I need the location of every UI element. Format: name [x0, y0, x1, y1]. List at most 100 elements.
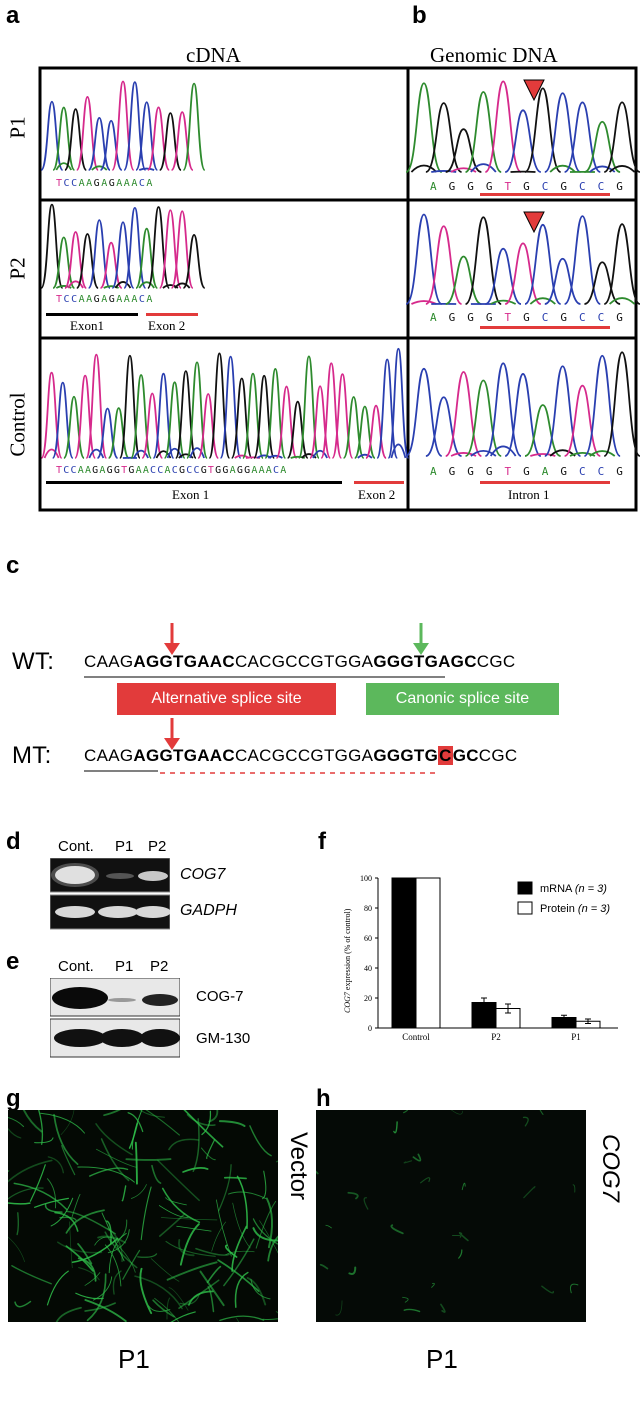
band-cog-7-p2 — [142, 994, 178, 1006]
wt-seq-part4: GGGTGAGC — [373, 652, 477, 671]
exon2-label: Exon 2 — [148, 318, 186, 333]
mutation-marker-p1 — [523, 79, 545, 102]
chromatogram-grid — [38, 66, 640, 512]
y-tick-label: 80 — [364, 904, 372, 913]
panel-letter-e: e — [6, 948, 20, 975]
mt-seq-part6: GC — [452, 746, 479, 765]
gel-d-lane-p2: P2 — [148, 838, 167, 855]
legend-label-protein: Protein (n = 3) — [540, 903, 610, 915]
panel-h-p1-label: P1 — [426, 1344, 458, 1374]
wt-sequence: CAAGAGGTGAACCACGCCGTGGAGGGTGAGCCGC — [84, 652, 515, 672]
panel-g-p1-label: P1 — [118, 1344, 150, 1374]
mt-label: MT: — [12, 742, 52, 769]
cog7-label: COG7 — [597, 1134, 624, 1203]
legend-label-mrna: mRNA (n = 3) — [540, 883, 607, 895]
band-gm-130-p1 — [100, 1029, 144, 1047]
mt-sequence: CAAGAGGTGAACCACGCCGTGGAGGGTGCGCCGC — [84, 746, 517, 766]
alt-site-arrow — [164, 643, 180, 655]
gel-d-lane-p1: P1 — [115, 838, 134, 855]
exon1-control-label: Exon 1 — [172, 487, 210, 502]
wt-label: WT: — [12, 648, 55, 675]
panel-letter-f: f — [318, 828, 326, 855]
x-tick-label-p1: P1 — [571, 1032, 581, 1042]
band-cog-7-cont — [52, 987, 108, 1009]
cog7-expression-chart: 0 20 40 60 80 100 Control P2 P1 COG7 expression (… — [343, 874, 618, 1042]
blot-e-protein-gm-130: GM-130 — [196, 1030, 251, 1047]
y-axis-label: COG7 expression (% of control) — [343, 908, 352, 1013]
bar-protein-control — [415, 877, 441, 1029]
y-tick-label: 20 — [364, 994, 372, 1003]
exon2-ctrl-bar — [354, 481, 404, 484]
mt-seq-part1: CAAG — [84, 746, 134, 765]
intron-bar-p1 — [480, 193, 610, 196]
y-tick-label: 60 — [364, 934, 372, 943]
alternative-splice-site-box: Alternative splice site — [117, 683, 336, 715]
bar-mrna-control — [391, 877, 417, 1029]
gel-d-lane-cont: Cont. — [58, 838, 94, 855]
exon1-ctrl-bar — [46, 481, 342, 484]
band-gadph-p2 — [135, 906, 170, 918]
micrograph-vector — [8, 1110, 278, 1322]
legend-swatch-mrna — [517, 881, 533, 895]
panel-letter-c: c — [6, 552, 20, 579]
exon2-control-label: Exon 2 — [358, 487, 396, 502]
panel-letter-h: h — [316, 1085, 331, 1112]
canon-site-arrow — [413, 643, 429, 655]
genomic-title: Genomic DNA — [430, 43, 558, 67]
band-gadph-cont — [55, 906, 95, 918]
blot-e-protein-cog-7: COG-7 — [196, 988, 244, 1005]
exon2-bar — [146, 313, 198, 316]
cdna-p1-sequence: TCCAAGAGAAACA — [56, 178, 154, 189]
intron1-label: Intron 1 — [508, 487, 550, 502]
intron-bar-ctrl — [480, 481, 610, 484]
panel-letter-a: a — [6, 2, 20, 29]
band-gm-130-cont — [54, 1029, 106, 1047]
legend-swatch-protein — [517, 901, 533, 915]
intron-bar-p2 — [480, 326, 610, 329]
y-tick-label: 100 — [360, 874, 372, 883]
cdna-p2-sequence: TCCAAGAGAAACA — [56, 294, 154, 305]
gel-d-gene-gadph: GADPH — [180, 902, 237, 919]
rt-pcr-gel — [50, 858, 170, 930]
band-cog-7-p1 — [108, 998, 136, 1002]
exon-bars — [46, 193, 610, 484]
panel-letter-d: d — [6, 828, 21, 855]
band-cog7-p1 — [106, 873, 134, 879]
band-gm-130-p2 — [140, 1029, 180, 1047]
blot-e-lane-p1: P1 — [115, 958, 134, 975]
canonic-splice-site-box: Canonic splice site — [366, 683, 559, 715]
mt-seq-part2: AGGTGAAC — [133, 746, 235, 765]
genomic-control-sequence: AGGGTGAGCCG — [430, 465, 635, 478]
wt-seq-part3: CACGCCGTGGA — [234, 652, 374, 671]
cdna-control-sequence: TCCAAGAGGTGAACCACGCCGTGGAGGAAACA — [56, 465, 288, 476]
mt-alt-site-arrow — [164, 738, 180, 750]
cdna-title: cDNA — [186, 43, 241, 67]
mt-seq-part7: CGC — [478, 746, 518, 765]
wt-seq-part2: AGGTGAAC — [133, 652, 235, 671]
mt-seq-part4: GGGTG — [373, 746, 439, 765]
y-tick-label: 0 — [368, 1024, 372, 1033]
panel-frames — [38, 66, 638, 512]
western-blot — [50, 978, 180, 1058]
band-cog7-p2 — [138, 871, 168, 881]
panel-letter-b: b — [412, 2, 427, 29]
blot-e-lane-p2: P2 — [150, 958, 169, 975]
mt-seq-part3: CACGCCGTGGA — [234, 746, 374, 765]
micrograph-cog7 — [316, 1110, 586, 1322]
blot-e-lane-cont: Cont. — [58, 958, 94, 975]
panel-letter-g: g — [6, 1085, 21, 1112]
splice-arrows — [84, 623, 445, 774]
wt-seq-part5: CGC — [476, 652, 516, 671]
vector-label: Vector — [285, 1132, 312, 1201]
x-tick-label-p2: P2 — [491, 1032, 501, 1042]
y-tick-label: 40 — [364, 964, 372, 973]
band-gadph-p1 — [98, 906, 138, 918]
mutation-marker-p2 — [523, 211, 545, 234]
wt-seq-part1: CAAG — [84, 652, 134, 671]
genomic-p1-sequence: AGGGTGCGCCG — [430, 180, 635, 193]
x-tick-label-control: Control — [402, 1032, 430, 1042]
exon1-bar — [46, 313, 138, 316]
genomic-p2-sequence: AGGGTGCGCCG — [430, 311, 635, 324]
band-cog7-cont — [55, 866, 95, 884]
